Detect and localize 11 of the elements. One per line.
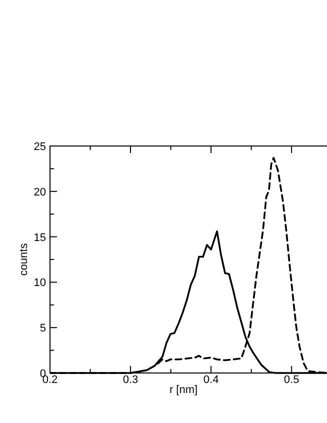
x-axis-title: r [nm] <box>169 384 198 396</box>
y-tick-label: 5 <box>40 322 46 335</box>
y-tick-label: 15 <box>34 232 46 244</box>
x-tick-label: 0.3 <box>122 374 138 386</box>
y-tick-label: 20 <box>34 186 46 198</box>
y-axis-title: counts <box>18 242 30 276</box>
x-tick-label: 0.2 <box>42 374 58 386</box>
x-tick-label: 0.4 <box>203 374 219 386</box>
y-tick-label: 25 <box>34 141 46 153</box>
x-tick-label: 0.5 <box>284 374 300 386</box>
y-tick-label: 10 <box>34 277 46 290</box>
